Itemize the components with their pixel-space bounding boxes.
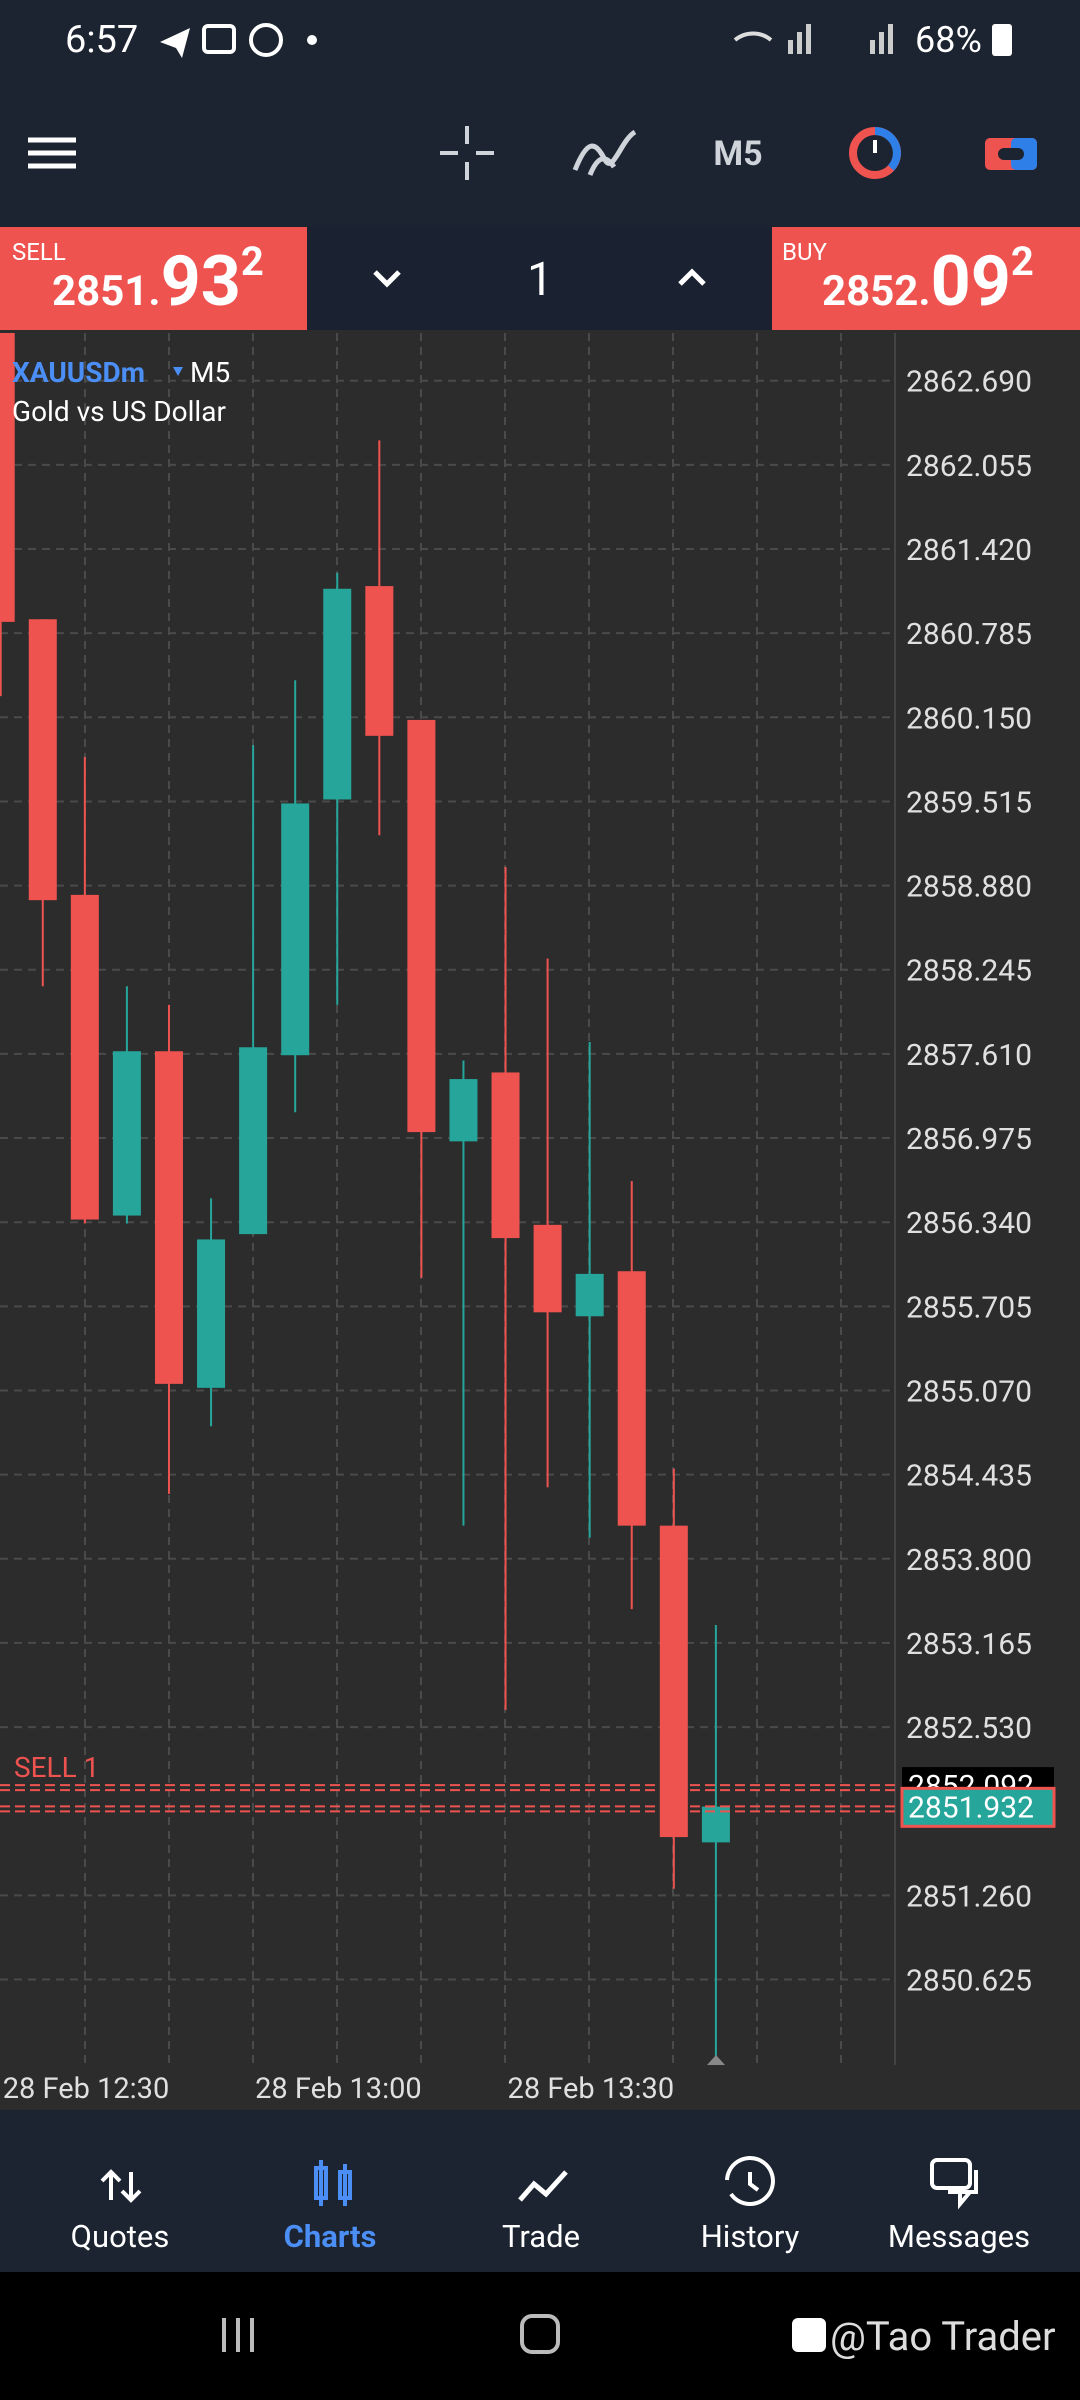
y-tick-label: 2858.245 — [906, 954, 1032, 989]
x-tick-label: 28 Feb 13:00 — [255, 2072, 422, 2106]
nav-icons — [100, 2156, 978, 2210]
candle-body — [28, 619, 57, 901]
sell-label: SELL — [12, 238, 66, 266]
buy-label: BUY — [782, 238, 828, 266]
y-tick-label: 2856.975 — [906, 1122, 1032, 1157]
toolbar — [0, 115, 1080, 227]
candle-body — [365, 586, 394, 736]
bid-label-box — [900, 1786, 1056, 1828]
y-tick-label: 2860.150 — [906, 701, 1032, 736]
last-bar-marker — [707, 2055, 725, 2065]
candle-body — [70, 894, 99, 1220]
quotes-icon[interactable] — [100, 2169, 142, 2203]
y-tick-label: 2850.625 — [906, 1964, 1032, 1999]
status-time: 6:57 — [65, 18, 138, 62]
candle-body — [154, 1051, 183, 1384]
y-tick-label: 2853.165 — [906, 1627, 1032, 1662]
y-tick-label: 2862.690 — [906, 365, 1032, 400]
y-tick-label: 2853.800 — [906, 1543, 1032, 1578]
volume-value[interactable]: 1 — [527, 253, 553, 307]
signal-icons — [733, 24, 893, 54]
y-tick-label: 2862.055 — [906, 449, 1032, 484]
nav-item[interactable]: Messages — [888, 2218, 1030, 2255]
charts-icon[interactable] — [314, 2160, 352, 2206]
candle-body — [112, 1051, 141, 1216]
candle-body — [449, 1079, 478, 1142]
candle-body — [197, 1239, 226, 1388]
y-tick-label: 2852.530 — [906, 1711, 1032, 1746]
messages-icon[interactable] — [930, 2158, 978, 2210]
candle-body — [701, 1806, 730, 1843]
symbol-description: Gold vs US Dollar — [12, 395, 226, 428]
nav-item[interactable]: Quotes — [71, 2218, 170, 2255]
timeframe-button[interactable]: M5 — [713, 134, 762, 174]
watermark-logo — [792, 2318, 826, 2352]
y-tick-label: 2858.880 — [906, 870, 1032, 905]
y-tick-label: 2856.340 — [906, 1206, 1032, 1241]
y-tick-label: 2861.420 — [906, 533, 1032, 568]
y-tick-label: 2860.785 — [906, 617, 1032, 652]
candle-body — [533, 1224, 562, 1313]
position-label: SELL 1 — [14, 1751, 99, 1784]
candle-body — [407, 719, 436, 1133]
y-tick-label: 2851.260 — [906, 1879, 1032, 1914]
trade-icon[interactable] — [518, 2170, 568, 2202]
x-tick-label: 28 Feb 13:30 — [508, 2072, 675, 2106]
nav-item[interactable]: Trade — [502, 2218, 580, 2255]
one-click-button[interactable] — [985, 138, 1037, 170]
battery-icon — [992, 24, 1012, 56]
symbol[interactable]: XAUUSDm — [12, 356, 145, 389]
sell-price: 2851.932 — [52, 238, 264, 323]
y-tick-label: 2855.705 — [906, 1290, 1032, 1325]
history-icon[interactable] — [725, 2156, 775, 2206]
battery-level: 68% — [915, 19, 982, 61]
candle-body — [617, 1271, 646, 1526]
candle-body — [239, 1047, 268, 1235]
candle-body — [323, 588, 352, 800]
watermark: @Tao Trader — [830, 2313, 1056, 2360]
symbol-dropdown[interactable] — [173, 367, 183, 376]
volume-up[interactable] — [678, 268, 706, 286]
y-tick-label: 2857.610 — [906, 1038, 1032, 1073]
trade-time-button[interactable] — [849, 127, 901, 179]
crosshair-button[interactable] — [440, 126, 494, 180]
candle-body — [281, 803, 310, 1056]
buy-button[interactable] — [772, 227, 1080, 330]
volume-down[interactable] — [373, 270, 401, 288]
x-tick-label: 28 Feb 12:30 — [3, 2072, 170, 2106]
chart-timeframe: M5 — [190, 356, 230, 389]
bid-label: 2851.932 — [908, 1790, 1034, 1825]
candle-body — [575, 1273, 604, 1317]
y-tick-label: 2859.515 — [906, 785, 1032, 820]
candle-body — [0, 333, 15, 622]
grid: 2862.690 2862.055 2861.420 2860.785 2860.150… — [0, 365, 1032, 2106]
y-tick-label: 2854.435 — [906, 1459, 1032, 1494]
status-icons — [160, 23, 317, 58]
nav-item[interactable]: History — [701, 2218, 800, 2255]
sell-button[interactable] — [0, 227, 307, 330]
status-bar — [0, 0, 1080, 115]
y-tick-label: 2855.070 — [906, 1374, 1032, 1409]
candle-body — [491, 1072, 520, 1239]
indicators-button[interactable] — [572, 129, 637, 176]
menu-button[interactable] — [28, 137, 76, 169]
system-nav — [0, 2272, 1080, 2400]
buy-price: 2852.092 — [822, 238, 1034, 323]
system-buttons[interactable] — [222, 2314, 560, 2354]
nav-item[interactable]: Charts — [284, 2218, 377, 2255]
